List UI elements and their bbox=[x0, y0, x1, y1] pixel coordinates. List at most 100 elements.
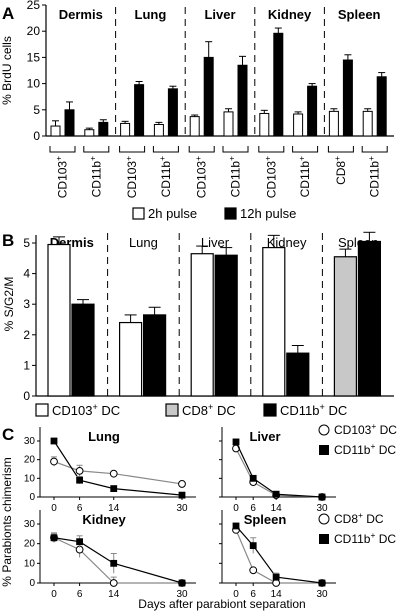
panel-b-legend-label: CD103+ DC bbox=[52, 402, 120, 418]
panel-b-bar bbox=[118, 321, 143, 397]
panel-c-legend-bottom-label-tail: DC bbox=[375, 532, 396, 546]
panel-c-xtick-label: 14 bbox=[108, 503, 120, 514]
panel-b-bar bbox=[143, 314, 167, 397]
panel-c-ytick-label: 10 bbox=[24, 558, 36, 569]
panel-c-legend-bottom-label-text: CD8 bbox=[334, 512, 358, 526]
panel-a-ytick-label: 15 bbox=[27, 50, 41, 64]
panel-c-series-line bbox=[235, 448, 323, 498]
panel-a-tissue-label: Spleen bbox=[338, 7, 381, 22]
panel-a-bar bbox=[259, 112, 270, 137]
panel-a-bar bbox=[64, 109, 75, 137]
panel-c-ytick-label: 0 bbox=[29, 578, 35, 589]
panel-c-xtick-label: 14 bbox=[271, 589, 283, 600]
panel-a-bar bbox=[50, 125, 61, 137]
panel-a-group-bracket bbox=[258, 146, 285, 153]
panel-a-group-bracket bbox=[49, 146, 76, 153]
panel-c-point bbox=[249, 566, 258, 575]
panel-c-xlabel: Days after parabiont separation bbox=[138, 597, 305, 611]
panel-a-group-label: CD11b+ bbox=[227, 156, 243, 197]
panel-b-bar bbox=[71, 303, 95, 397]
panel-a-bar bbox=[237, 64, 248, 137]
panel-c-point bbox=[110, 559, 118, 567]
panel-c-xtick-label: 30 bbox=[176, 589, 188, 600]
panel-c-ytick-label: 20 bbox=[24, 539, 36, 550]
panel-a-bar bbox=[307, 85, 318, 137]
panel-b-bar bbox=[214, 254, 238, 397]
panel-a-bar bbox=[98, 121, 109, 137]
panel-a-ytick-label: 5 bbox=[33, 103, 40, 117]
panel-a-group-label-sup: + bbox=[157, 156, 167, 161]
panel-a-group-label: CD8+ bbox=[332, 156, 348, 185]
panel-a-group-label-sup: + bbox=[227, 156, 237, 161]
panel-b-legend-label-text: CD103 bbox=[52, 403, 92, 418]
panel-b-legend-label-tail: DC bbox=[325, 403, 347, 418]
panel-c-xtick-label: 30 bbox=[316, 589, 328, 600]
panel-a-group-label: CD11b+ bbox=[296, 156, 312, 197]
panel-a-group-label: CD103+ bbox=[193, 156, 209, 198]
panel-c: C % Parabionts chimerism Days after parabi… bbox=[0, 421, 397, 611]
panel-c-legend-bottom-label: CD8+ DC bbox=[334, 510, 384, 526]
panel-a-group-bracket bbox=[152, 146, 179, 153]
panel-a-bar bbox=[203, 56, 214, 137]
panel-c-point bbox=[50, 437, 58, 445]
panel-a-ytick-label: 20 bbox=[27, 24, 41, 38]
panel-a-group-label-text: CD103 bbox=[125, 161, 139, 199]
panel-c-point bbox=[272, 490, 280, 498]
panel-c-legend-bottom-label-tail: DC bbox=[363, 512, 384, 526]
panel-b-ytick-label: 3 bbox=[23, 297, 30, 311]
panel-a-group-label: CD11b+ bbox=[157, 156, 173, 197]
panel-a-group-label-sup: + bbox=[366, 156, 376, 161]
panel-a-group-label-text: CD8 bbox=[334, 161, 348, 185]
panel-c-point bbox=[50, 457, 58, 466]
panel-c-legend-bottom-label: CD11b+ DC bbox=[334, 530, 396, 546]
panel-a-group-bracket bbox=[188, 146, 215, 153]
panel-c-point bbox=[178, 491, 186, 499]
panel-a-group-bracket bbox=[361, 146, 388, 153]
panel-a-bar bbox=[120, 122, 131, 137]
panel-b-ytick-label: 1 bbox=[23, 358, 30, 372]
panel-c-legend-bottom-marker bbox=[319, 534, 329, 544]
panel-a-group-label: CD11b+ bbox=[88, 156, 104, 197]
panel-c-series-line bbox=[235, 441, 323, 498]
panel-a-letter: A bbox=[2, 4, 14, 23]
panel-b-ytick-label: 5 bbox=[23, 236, 30, 250]
panel-a-legend-label: 2h pulse bbox=[148, 206, 197, 221]
panel-b-legend-swatch bbox=[263, 403, 277, 417]
panel-c-xtick-label: 30 bbox=[316, 503, 328, 514]
panel-a-group-label-sup: + bbox=[332, 156, 342, 161]
panel-c-point bbox=[318, 493, 326, 501]
panel-a-ytick-label: 10 bbox=[27, 77, 41, 91]
panel-c-legend-bottom-label-sup: + bbox=[370, 530, 375, 540]
panel-a-group-bracket bbox=[292, 146, 319, 153]
panel-a-group-label-text: CD11b bbox=[368, 161, 382, 198]
panel-c-xtick-label: 6 bbox=[250, 589, 256, 600]
panel-c-series-line bbox=[235, 525, 323, 584]
panel-b-letter: B bbox=[2, 231, 14, 250]
panel-a-legend-swatch bbox=[224, 207, 237, 220]
panel-b-legend-label-tail: DC bbox=[213, 403, 235, 418]
panel-a-group-label-text: CD11b bbox=[159, 161, 173, 198]
panel-c-xtick-label: 0 bbox=[233, 503, 239, 514]
panel-b-ytick-label: 4 bbox=[23, 267, 30, 281]
panel-c-point bbox=[109, 579, 118, 587]
panel-c-subplot-title: Lung bbox=[88, 429, 120, 444]
panel-a-group-label-sup: + bbox=[123, 156, 133, 161]
panel-a-group-label-text: CD103 bbox=[56, 161, 70, 199]
panel-c-point bbox=[110, 485, 118, 492]
panel-b-bar bbox=[357, 240, 381, 397]
panel-c-subplot-title: Spleen bbox=[244, 512, 287, 527]
panel-c-legend-bottom-label-sup: + bbox=[358, 510, 363, 520]
panel-b-ytick-label: 0 bbox=[23, 389, 30, 403]
panel-b-tissue-label: Kidney bbox=[267, 235, 307, 250]
panel-c-legend-top-label-sup: + bbox=[370, 441, 375, 451]
panel-a-ytick-label: 25 bbox=[27, 0, 41, 12]
panel-a-group-bracket bbox=[327, 146, 354, 153]
panel-c-xtick-label: 6 bbox=[77, 503, 83, 514]
panel-c-xtick-label: 6 bbox=[250, 503, 256, 514]
panel-b-ylabel: % S/G2/M bbox=[2, 277, 16, 332]
panel-a-bar bbox=[273, 32, 284, 137]
panel-c-subplot-title: Kidney bbox=[82, 512, 126, 527]
panel-b-legend-swatch bbox=[35, 403, 49, 417]
panel-a-group-label-sup: + bbox=[263, 156, 273, 161]
